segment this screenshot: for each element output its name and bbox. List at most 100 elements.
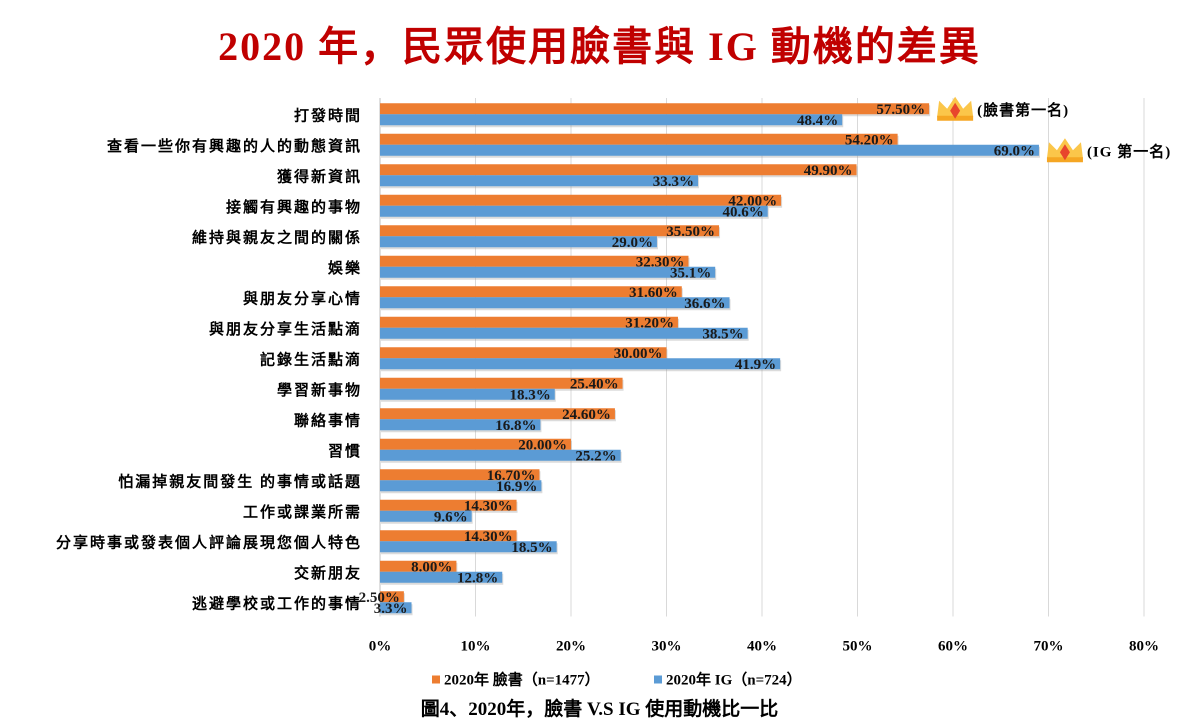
data-label: 36.6% [684, 296, 725, 312]
data-label: 18.3% [510, 387, 551, 403]
data-label: 8.00% [411, 559, 452, 575]
bar-facebook [380, 560, 457, 572]
bar-facebook [380, 438, 571, 450]
data-label: 30.00% [614, 346, 663, 362]
x-tick-label: 70% [1034, 639, 1064, 655]
category-label: 分享時事或發表個人評論展現您個人特色 [56, 533, 362, 551]
data-label: 32.30% [636, 254, 685, 270]
bar-facebook [380, 194, 782, 206]
data-label: 35.1% [670, 265, 711, 281]
data-label: 25.40% [570, 376, 619, 392]
data-label: 33.3% [653, 174, 694, 190]
data-label: 38.5% [702, 326, 743, 342]
bar-ig [380, 358, 781, 370]
x-tick-label: 30% [652, 639, 682, 655]
data-label: 2.50% [359, 590, 400, 606]
data-label: 31.20% [625, 315, 674, 331]
bar-ig [380, 144, 1039, 156]
x-tick-label: 40% [747, 639, 777, 655]
crown-icon [937, 96, 974, 121]
category-label: 工作或課業所需 [243, 503, 362, 521]
data-label: 42.00% [728, 193, 777, 209]
bar-facebook [380, 133, 898, 145]
x-tick-label: 0% [369, 639, 392, 655]
category-label: 逃避學校或工作的事情 [192, 594, 362, 612]
data-label: 57.50% [876, 102, 925, 118]
category-label: 記錄生活點滴 [260, 350, 362, 368]
bar-ig [380, 388, 555, 400]
category-label: 獲得新資訊 [277, 167, 362, 185]
legend-swatch [432, 675, 440, 684]
data-label: 49.90% [804, 163, 853, 179]
category-label: 習慣 [328, 442, 362, 460]
bar-ig [380, 602, 412, 614]
bar-facebook [380, 286, 682, 298]
bar-ig [380, 236, 657, 248]
bar-ig [380, 114, 843, 126]
data-label: 69.0% [994, 143, 1035, 159]
x-tick-label: 10% [461, 639, 491, 655]
category-label: 接觸有興趣的事物 [226, 198, 362, 216]
bar-facebook [380, 530, 517, 542]
bar-facebook [380, 499, 517, 511]
category-label: 娛樂 [327, 259, 362, 277]
figure-caption: 圖4、2020年，臉書 V.S IG 使用動機比一比 [420, 699, 779, 720]
data-label: 12.8% [457, 570, 498, 586]
legend-label: 2020年 IG（n=724） [666, 671, 802, 689]
bar-facebook [380, 377, 623, 389]
legend-swatch [654, 675, 662, 684]
chart-title: 2020 年，民眾使用臉書與 IG 動機的差異 [218, 24, 981, 69]
category-label: 怕漏掉親友間發生 的事情或話題 [118, 472, 362, 490]
data-label: 48.4% [797, 113, 838, 129]
bar-facebook [380, 347, 667, 359]
bar-ig [380, 571, 503, 583]
data-label: 54.20% [845, 132, 894, 148]
data-label: 35.50% [666, 224, 715, 240]
data-label: 18.5% [511, 540, 552, 556]
data-label: 25.2% [575, 448, 616, 464]
bar-ig [380, 419, 541, 431]
data-label: 16.8% [495, 418, 536, 434]
category-label: 交新朋友 [294, 564, 362, 582]
legend-label: 2020年 臉書（n=1477） [444, 671, 600, 689]
annotation-label: (臉書第一名) [977, 101, 1069, 119]
category-label: 維持與親友之間的關係 [192, 228, 362, 246]
category-label: 與朋友分享心情 [243, 289, 362, 307]
category-label: 與朋友分享生活點滴 [209, 320, 362, 338]
bar-ig [380, 480, 542, 492]
bar-facebook [380, 408, 615, 420]
data-label: 3.3% [374, 601, 408, 617]
x-tick-label: 60% [938, 639, 968, 655]
data-label: 29.0% [612, 235, 653, 251]
data-label: 16.70% [487, 468, 536, 484]
data-label: 24.60% [562, 407, 611, 423]
data-label: 14.30% [464, 529, 513, 545]
bar-ig [380, 175, 699, 187]
category-label: 查看一些你有興趣的人的動態資訊 [107, 137, 362, 155]
bar-facebook [380, 255, 689, 267]
bar-ig [380, 205, 768, 217]
category-label: 學習新事物 [277, 381, 362, 399]
data-label: 14.30% [464, 498, 513, 514]
x-tick-label: 50% [843, 639, 873, 655]
bar-facebook [380, 103, 930, 115]
category-label: 聯絡事情 [294, 411, 362, 429]
bar-ig [380, 510, 472, 522]
data-label: 9.6% [434, 509, 468, 525]
bar-facebook [380, 316, 678, 328]
bar-ig [380, 327, 748, 339]
data-label: 41.9% [735, 357, 776, 373]
bar-facebook [380, 469, 540, 481]
crown-icon [1046, 138, 1083, 163]
category-label: 打發時間 [294, 106, 362, 124]
bar-ig [380, 449, 621, 461]
bar-ig [380, 266, 716, 278]
annotation-label: (IG 第一名) [1087, 142, 1171, 160]
data-label: 31.60% [629, 285, 678, 301]
x-tick-label: 20% [556, 639, 586, 655]
bar-facebook [380, 164, 857, 176]
bar-ig [380, 541, 557, 553]
data-label: 20.00% [518, 437, 567, 453]
